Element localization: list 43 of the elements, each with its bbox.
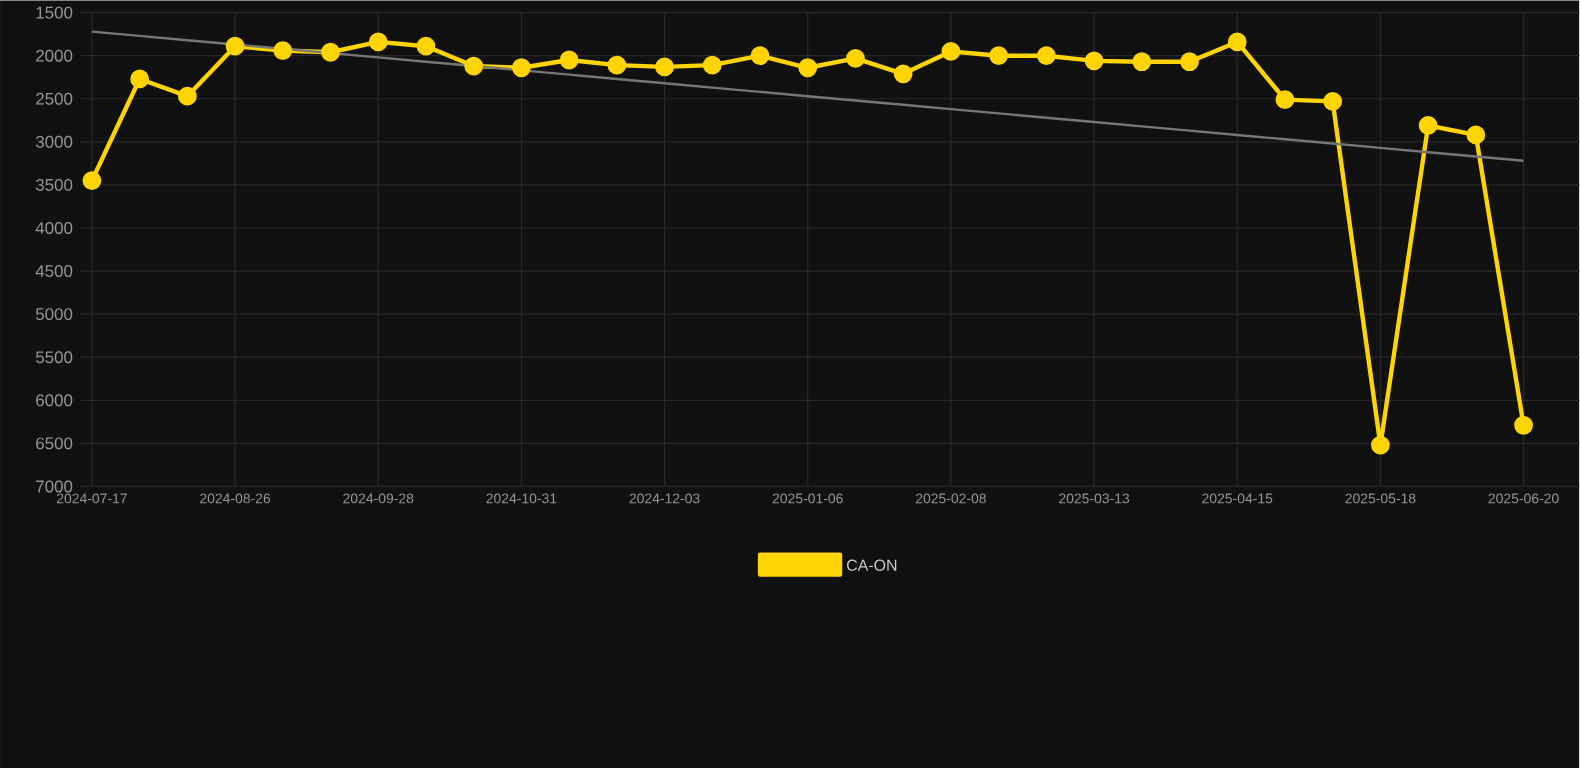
y-tick-label: 6500 [36,437,73,450]
y-tick-label: 5000 [35,308,73,320]
point [1418,115,1438,135]
y-tick-label: 4000 [35,221,73,234]
point [1514,415,1533,435]
point [273,40,293,60]
y-tick-label: 7000 [36,480,73,493]
point [1132,52,1152,71]
point [130,69,150,89]
point [1371,435,1390,455]
point [177,86,197,106]
point [464,56,484,76]
y-tick-label: 1500 [36,6,73,19]
y-tick-label: 6000 [36,394,73,407]
point [607,55,627,75]
point [1084,51,1104,71]
y-tick-label: 5500 [35,351,73,364]
y-tick-label: 2000 [36,49,73,62]
point [321,42,340,62]
point [368,32,388,52]
y-tick-label: 2500 [36,92,73,105]
point [750,46,770,65]
point [1227,32,1247,52]
point [82,171,102,190]
point [416,36,436,56]
point [655,57,674,77]
point [1323,91,1343,111]
y-tick-label: 4500 [35,264,73,277]
point [798,58,818,78]
y-tick-label: 3000 [35,135,73,148]
point [512,58,531,78]
point [1275,90,1295,109]
y-tick-label: 3500 [35,178,73,191]
point [1180,52,1199,71]
point [1466,125,1486,145]
point [989,46,1009,65]
point [893,64,913,84]
point [702,55,722,75]
point [941,41,961,61]
point [846,48,865,68]
point [225,36,245,56]
point [1036,46,1056,65]
point [559,50,579,70]
